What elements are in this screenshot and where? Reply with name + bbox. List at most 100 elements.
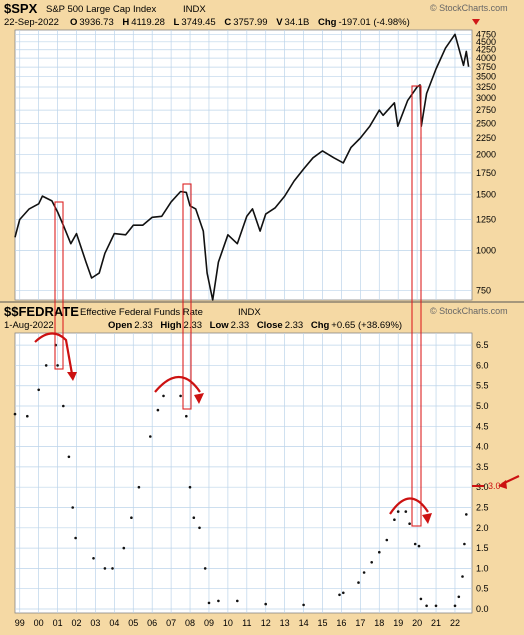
fedrate-point — [378, 550, 381, 554]
spx-gridlines — [15, 30, 472, 300]
x-tick-label: 07 — [166, 618, 176, 628]
spx-series — [14, 33, 470, 301]
fedrate-point — [13, 412, 17, 416]
y-tick-label: 3750 — [476, 62, 496, 72]
fedrate-point — [198, 526, 201, 530]
y-tick-label: 1.0 — [476, 563, 489, 573]
spx-plot-area — [14, 29, 473, 301]
fedrate-point — [179, 394, 182, 398]
x-tick-label: 10 — [223, 618, 233, 628]
fedrate-point — [56, 364, 59, 367]
spx-date: 22-Sep-2022 — [4, 17, 59, 28]
fedrate-point — [111, 567, 114, 570]
fedrate-point — [217, 599, 220, 603]
y-tick-label: 1000 — [476, 246, 496, 256]
fedrate-point — [122, 546, 126, 550]
fedrate-point — [130, 516, 133, 519]
arrowhead-2007 — [194, 393, 204, 404]
fedrate-point — [419, 597, 423, 601]
x-tick-label: 05 — [128, 618, 138, 628]
fedrate-point — [370, 561, 374, 564]
highlight-box-2000 — [54, 201, 64, 370]
fedrate-point — [71, 506, 74, 509]
y-tick-label: 6.5 — [476, 340, 489, 350]
annotations: 3.0 — [34, 85, 520, 527]
x-tick-label: 02 — [71, 618, 81, 628]
down-triangle-icon — [472, 19, 480, 25]
fed-quote: Open 2.33 High 2.33 Low 2.33 Close 2.33 Chg +… — [108, 320, 402, 331]
fedrate-point — [465, 513, 468, 516]
y-tick-label: 4500 — [476, 37, 496, 47]
x-tick-label: 06 — [147, 618, 157, 628]
y-tick-label: 3.0 — [476, 482, 489, 492]
x-tick-label: 03 — [90, 618, 100, 628]
fedrate-point — [44, 364, 48, 367]
fed-exchange: INDX — [238, 307, 261, 318]
curved-arrow-2007 — [154, 376, 201, 393]
x-axis: 99 00 01 02 03 04 05 06 07 08 09 10 11 12 13 14 15 16 17 18… — [15, 618, 460, 628]
fed-series — [13, 343, 468, 608]
x-tick-label: 00 — [34, 618, 44, 628]
x-tick-label: 17 — [355, 618, 365, 628]
fedrate-point — [207, 601, 211, 605]
last-value-label: 3.0 — [488, 481, 501, 491]
x-tick-label: 08 — [185, 618, 195, 628]
fedrate-point — [185, 414, 188, 418]
fed-date: 1-Aug-2022 — [4, 320, 54, 331]
fedrate-point — [188, 485, 192, 489]
y-tick-label: 3000 — [476, 93, 496, 103]
x-tick-label: 22 — [450, 618, 460, 628]
spx-symbol: $SPX — [4, 1, 38, 16]
x-tick-label: 21 — [431, 618, 441, 628]
x-tick-label: 09 — [204, 618, 214, 628]
x-tick-label: 12 — [261, 618, 271, 628]
y-tick-label: 4.0 — [476, 442, 489, 452]
fedrate-point — [103, 567, 107, 570]
fedrate-point — [463, 542, 466, 546]
fedrate-point — [461, 575, 464, 578]
y-tick-label: 3500 — [476, 72, 496, 82]
fedrate-point — [457, 595, 461, 599]
y-tick-label: 4750 — [476, 29, 496, 39]
y-tick-label: 3.5 — [476, 462, 489, 472]
fedrate-point — [342, 591, 345, 595]
x-tick-label: 15 — [317, 618, 327, 628]
x-tick-label: 20 — [412, 618, 422, 628]
y-tick-label: 2000 — [476, 149, 496, 159]
y-tick-label: 2.5 — [476, 503, 489, 513]
curved-arrow-2019 — [389, 497, 429, 515]
fedrate-point — [393, 518, 396, 521]
y-tick-label: 6.0 — [476, 360, 489, 370]
y-tick-label: 4000 — [476, 53, 496, 63]
fedrate-point — [26, 414, 29, 418]
curved-arrow-2000 — [34, 332, 74, 375]
y-tick-label: 1750 — [476, 168, 496, 178]
fedrate-point — [357, 581, 360, 584]
spx-name: S&P 500 Large Cap Index — [46, 4, 156, 15]
y-tick-label: 5.5 — [476, 381, 489, 391]
fedrate-point — [264, 602, 268, 606]
fed-name: Effective Federal Funds Rate — [80, 307, 203, 318]
fedrate-point — [156, 408, 160, 412]
fedrate-point — [37, 388, 40, 392]
fedrate-point — [74, 536, 77, 540]
fed-plot-area — [14, 332, 473, 614]
fedrate-point — [62, 404, 65, 408]
x-tick-label: 01 — [53, 618, 63, 628]
fedrate-point — [236, 599, 239, 603]
y-tick-label: 2.0 — [476, 523, 489, 533]
y-tick-label: 1500 — [476, 189, 496, 199]
fedrate-point — [149, 435, 152, 438]
y-tick-label: 0.0 — [476, 604, 489, 614]
y-tick-label: 2250 — [476, 133, 496, 143]
x-tick-label: 14 — [299, 618, 309, 628]
y-tick-label: 3250 — [476, 82, 496, 92]
fedrate-point — [413, 542, 417, 546]
x-tick-label: 99 — [15, 618, 25, 628]
fed-y-axis: 6.5 6.0 5.5 5.0 4.5 4.0 3.5 3.0 2.5 2.0 1.5 1.0 0.5 0… — [476, 340, 489, 614]
highlight-box-2007 — [182, 183, 192, 410]
x-tick-label: 13 — [280, 618, 290, 628]
arrowhead-2019 — [422, 513, 432, 524]
fedrate-point — [92, 557, 95, 560]
